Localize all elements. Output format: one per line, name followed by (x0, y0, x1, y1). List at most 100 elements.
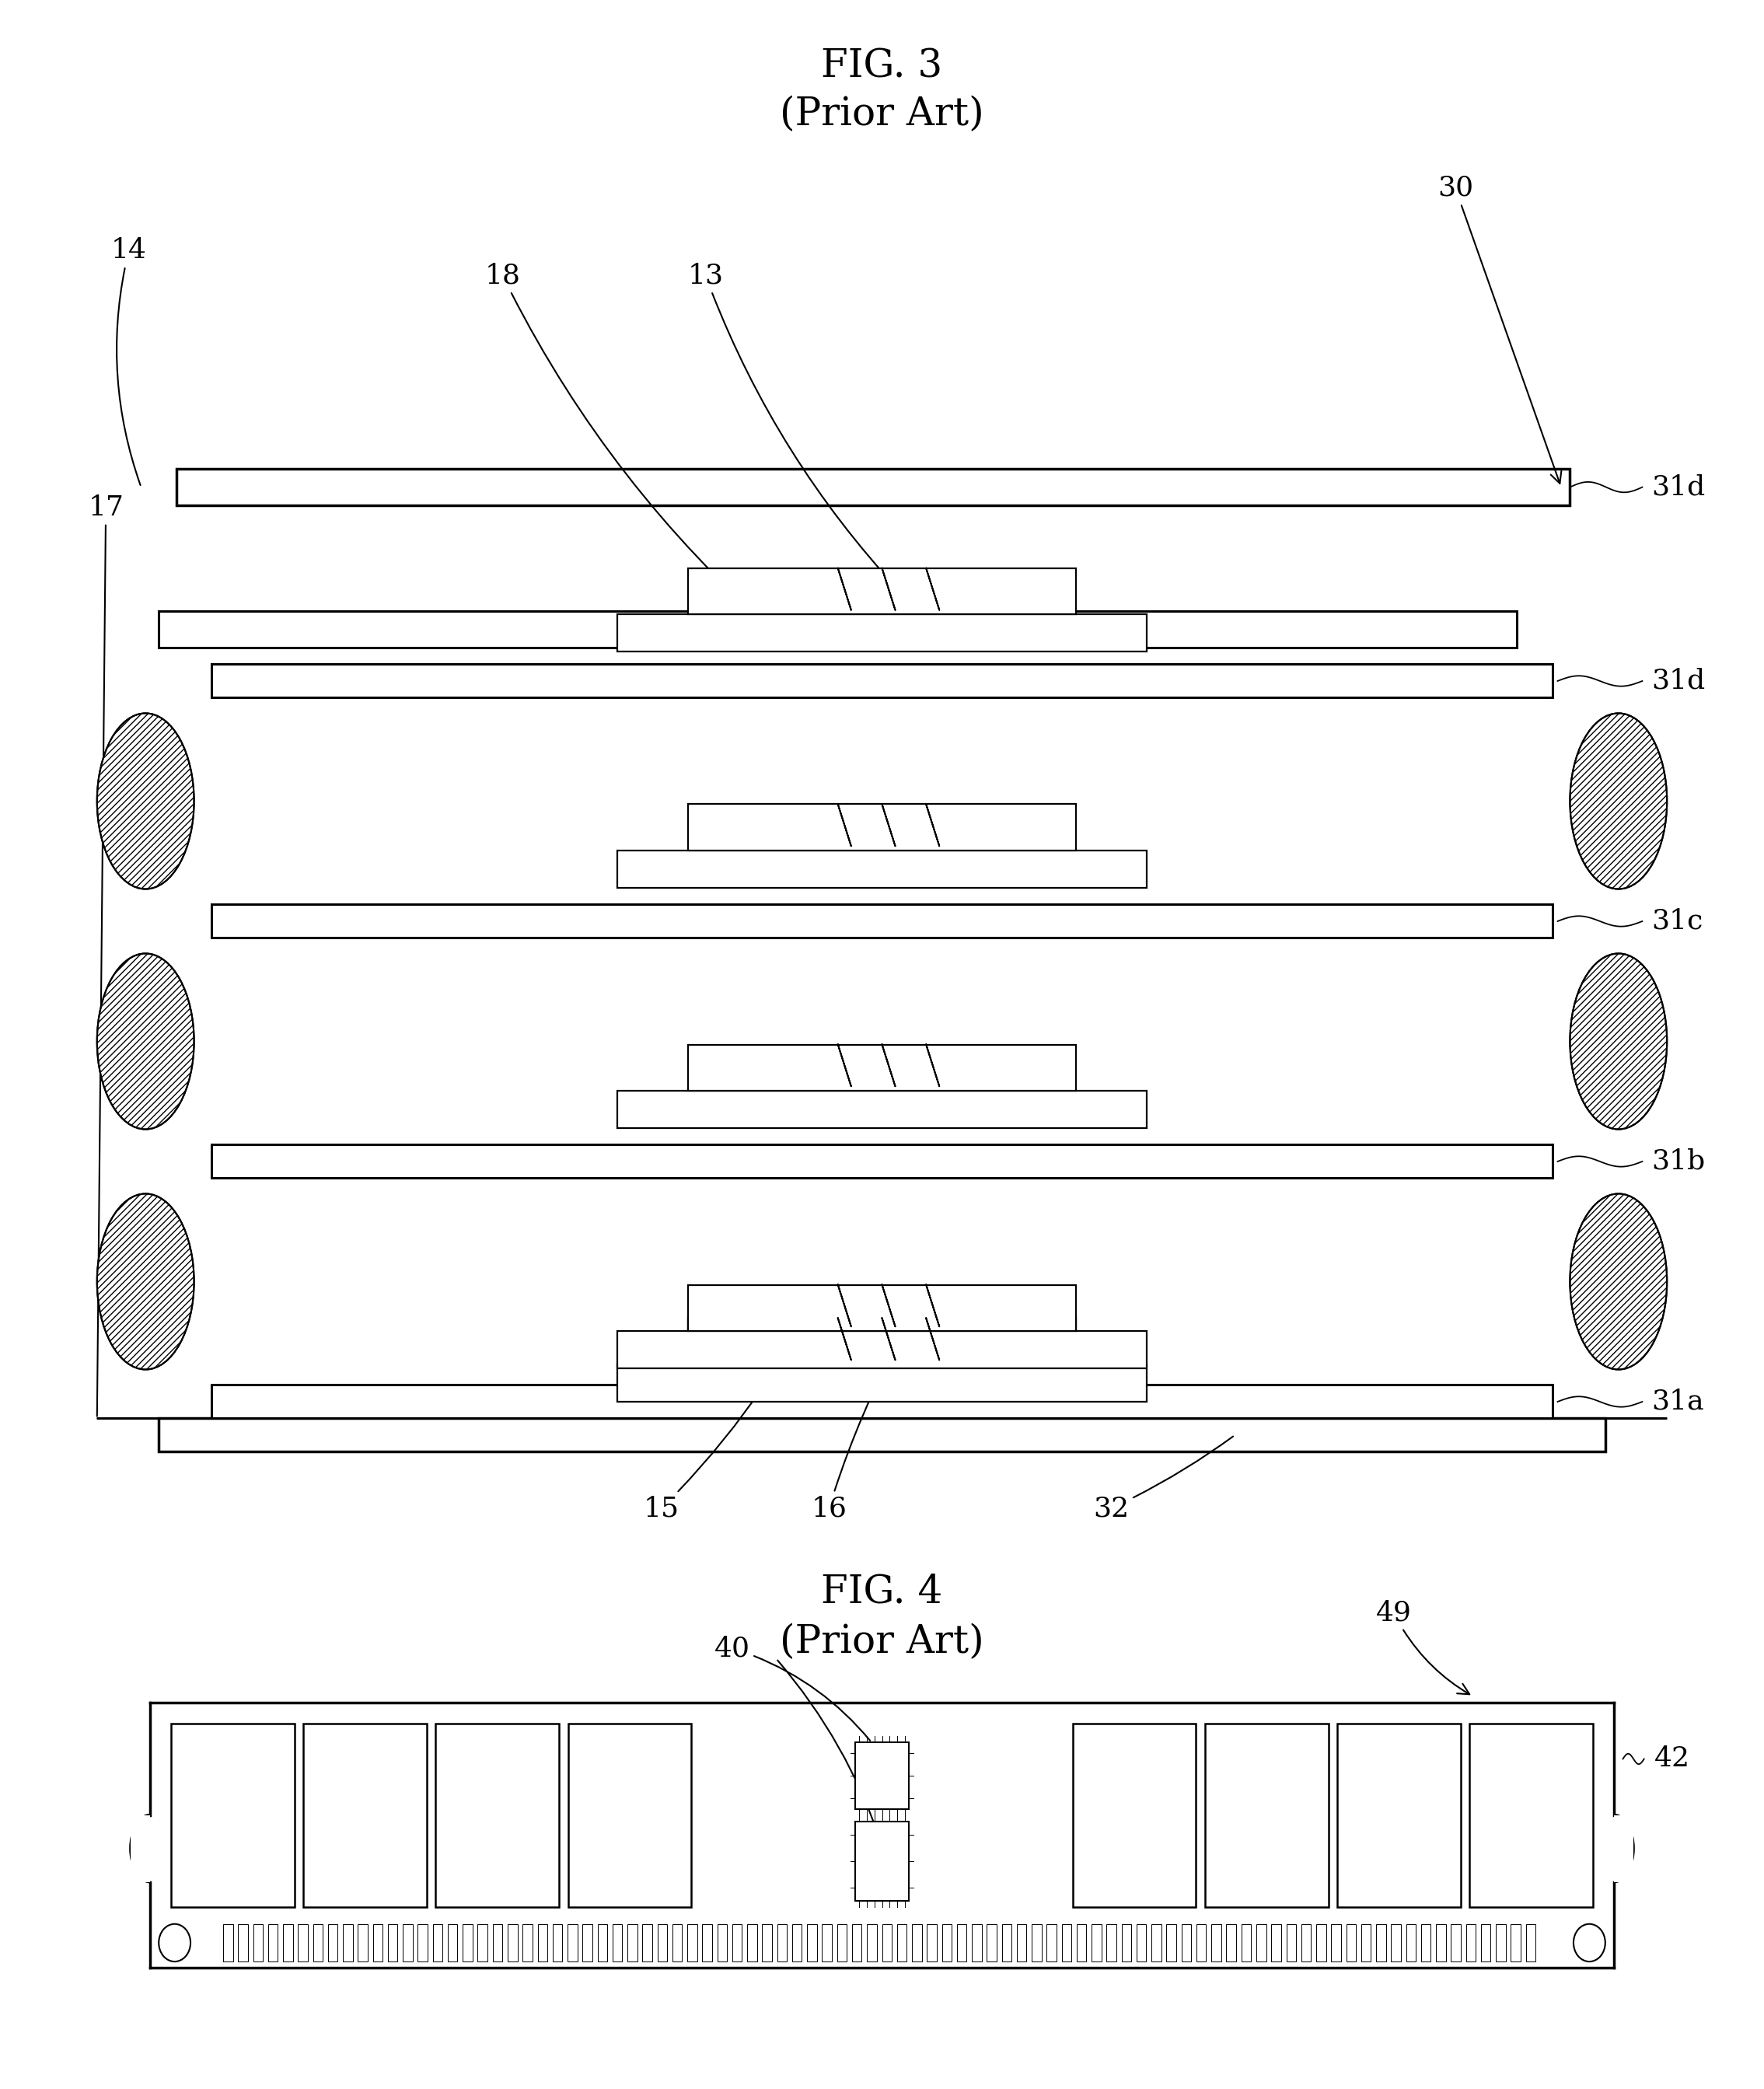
Bar (1076, 1924, 1087, 1962)
Text: (Prior Art): (Prior Art) (780, 96, 984, 134)
Bar (1392, 1924, 1401, 1962)
Bar (1166, 1924, 1177, 1962)
Bar (718, 1924, 727, 1962)
Bar (1376, 1924, 1387, 1962)
Bar (617, 1331, 1147, 1368)
Bar (388, 1924, 397, 1962)
Bar (568, 1924, 577, 1962)
Bar (1337, 1723, 1461, 1907)
Bar (598, 1924, 607, 1962)
Bar (1614, 1815, 1633, 1882)
Text: 15: 15 (644, 1385, 764, 1521)
Bar (312, 1924, 323, 1962)
Bar (896, 1924, 907, 1962)
Bar (1469, 1723, 1593, 1907)
Bar (792, 1924, 803, 1962)
Bar (612, 1924, 623, 1962)
Bar (617, 1090, 1147, 1128)
Bar (1016, 1924, 1027, 1962)
Text: 14: 14 (111, 238, 146, 485)
Bar (1226, 1924, 1237, 1962)
Bar (912, 1924, 921, 1962)
Text: (Prior Art): (Prior Art) (780, 1623, 984, 1661)
Bar (1136, 1924, 1147, 1962)
Bar (131, 1815, 150, 1882)
Bar (1106, 1924, 1117, 1962)
Bar (658, 1924, 667, 1962)
Bar (1482, 1924, 1491, 1962)
Bar (1332, 1924, 1341, 1962)
Bar (418, 1924, 427, 1962)
Bar (1046, 1924, 1057, 1962)
Bar (856, 1742, 908, 1809)
Text: 31b: 31b (1651, 1149, 1706, 1174)
Bar (171, 1723, 295, 1907)
Bar (1152, 1924, 1161, 1962)
Bar (1406, 1924, 1416, 1962)
Bar (238, 1924, 249, 1962)
Bar (642, 1924, 653, 1962)
Bar (448, 1924, 457, 1962)
Bar (868, 1924, 877, 1962)
Bar (358, 1924, 367, 1962)
Bar (1526, 1924, 1536, 1962)
Bar (688, 804, 1076, 850)
Bar (582, 1924, 593, 1962)
Bar (222, 1924, 233, 1962)
Bar (478, 1924, 487, 1962)
Text: 42: 42 (1655, 1746, 1690, 1771)
Text: 31d: 31d (1651, 668, 1704, 694)
Ellipse shape (97, 712, 194, 890)
Bar (282, 1924, 293, 1962)
Bar (462, 1924, 473, 1962)
Bar (748, 1924, 757, 1962)
Bar (1496, 1924, 1506, 1962)
Text: 17: 17 (88, 495, 123, 1416)
Bar (432, 1924, 443, 1962)
Bar (986, 1924, 997, 1962)
Bar (1073, 1723, 1196, 1907)
Bar (1272, 1924, 1281, 1962)
Bar (882, 1924, 893, 1962)
Bar (617, 1364, 1147, 1402)
Bar (688, 568, 1076, 614)
Bar (1466, 1924, 1476, 1962)
Text: 18: 18 (485, 263, 774, 631)
Bar (688, 1285, 1076, 1331)
Bar (688, 1924, 697, 1962)
Bar (212, 1145, 1552, 1178)
Bar (402, 1924, 413, 1962)
Circle shape (159, 1924, 191, 1962)
Bar (1212, 1924, 1221, 1962)
Text: 16: 16 (811, 1341, 898, 1521)
Bar (268, 1924, 277, 1962)
Bar (1242, 1924, 1251, 1962)
Text: 13: 13 (688, 263, 898, 589)
Bar (942, 1924, 951, 1962)
Bar (856, 1822, 908, 1901)
Bar (628, 1924, 637, 1962)
Bar (1002, 1924, 1011, 1962)
Circle shape (1573, 1924, 1605, 1962)
Ellipse shape (1570, 1193, 1667, 1370)
Bar (688, 1318, 1076, 1364)
Bar (778, 1924, 787, 1962)
Bar (732, 1924, 743, 1962)
Bar (159, 610, 1517, 648)
Bar (372, 1924, 383, 1962)
Bar (568, 1723, 691, 1907)
Bar (1346, 1924, 1357, 1962)
Bar (1286, 1924, 1297, 1962)
Bar (552, 1924, 563, 1962)
Bar (159, 1418, 1605, 1452)
Bar (1512, 1924, 1521, 1962)
Bar (492, 1924, 503, 1962)
Bar (212, 905, 1552, 938)
Bar (617, 614, 1147, 652)
Bar (1062, 1924, 1071, 1962)
Bar (1452, 1924, 1461, 1962)
Bar (1422, 1924, 1431, 1962)
Text: FIG. 3: FIG. 3 (822, 48, 942, 86)
Bar (822, 1924, 833, 1962)
Bar (508, 1924, 517, 1962)
